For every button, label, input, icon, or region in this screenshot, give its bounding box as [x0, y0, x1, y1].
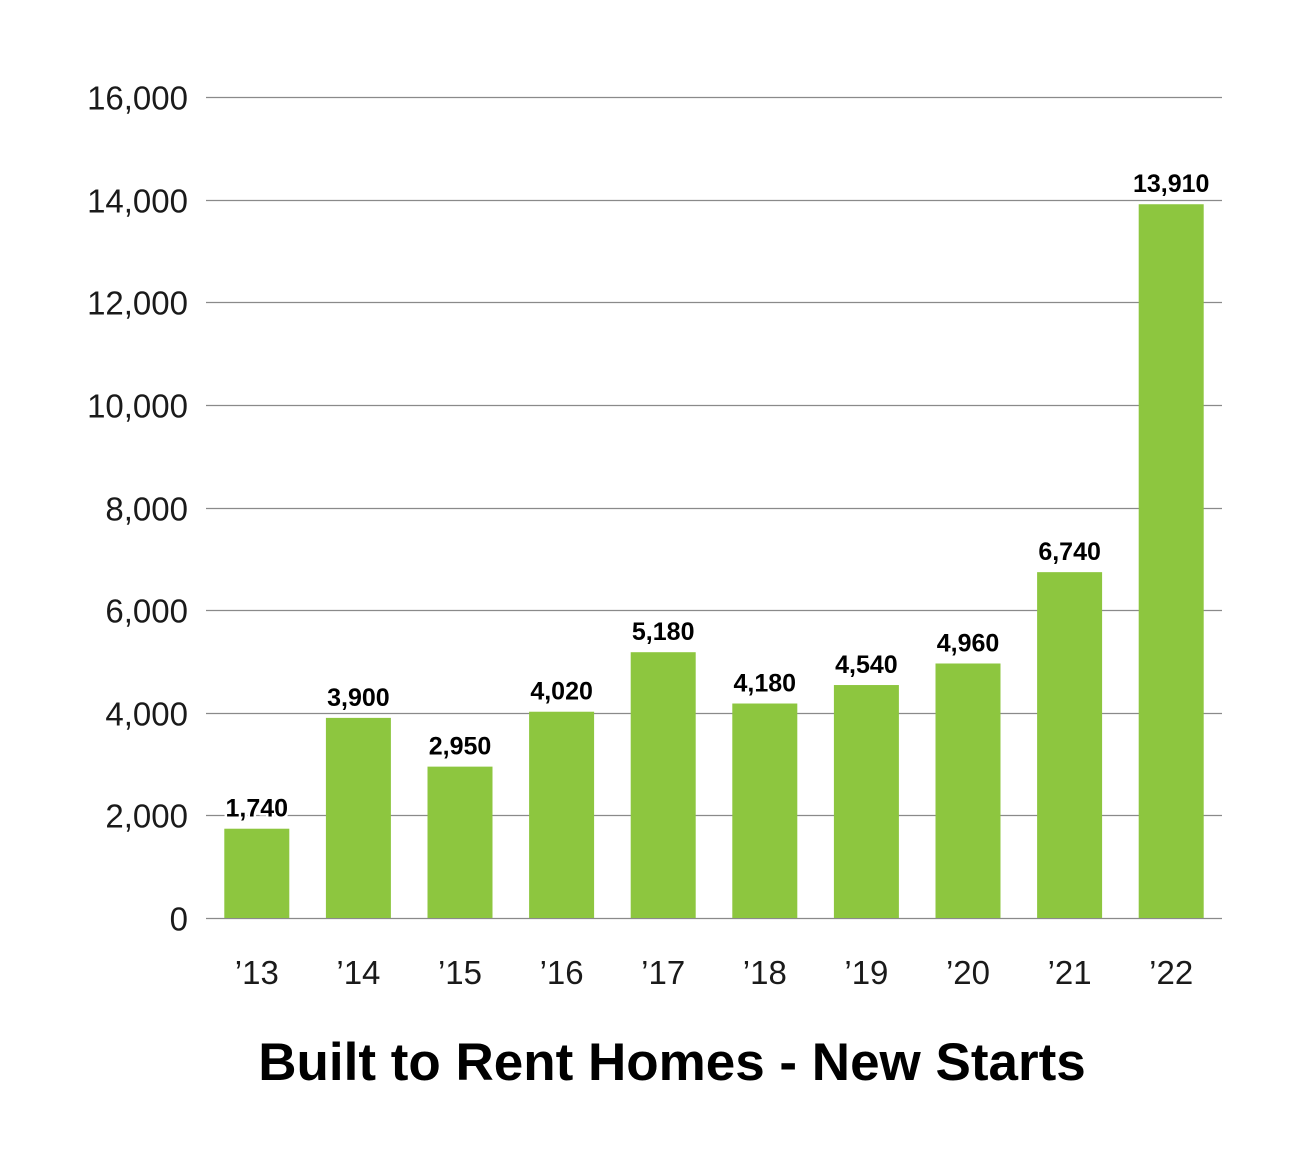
bar-value-label: 3,900 [327, 684, 390, 712]
bar-value-label: 5,180 [632, 618, 695, 646]
bar-value-label: 4,020 [530, 678, 593, 706]
y-tick-label: 6,000 [105, 593, 188, 630]
y-tick-label: 12,000 [87, 285, 188, 322]
y-tick-label: 16,000 [87, 80, 188, 117]
y-axis-ticks: 0 2,000 4,000 6,000 8,000 10,000 12,000 14,000 1… [87, 80, 188, 938]
bar [1037, 572, 1103, 918]
bar-value-label: 4,960 [937, 629, 1000, 657]
bar [529, 711, 595, 918]
x-tick-label: ’21 [1048, 954, 1092, 991]
bar-value-label: 4,180 [734, 670, 797, 698]
bar-value-label: 13,910 [1133, 170, 1209, 198]
bar [732, 703, 798, 918]
data-labels: 1,740 3,900 2,950 4,020 5,180 4,180 4,540 4,960… [223, 168, 1212, 825]
bar [1138, 204, 1204, 919]
bar [325, 717, 391, 918]
bar-value-label: 4,540 [835, 651, 898, 679]
x-tick-label: ’17 [641, 954, 685, 991]
bar-chart-plot: 0 2,000 4,000 6,000 8,000 10,000 12,000 14,000 1… [87, 80, 1222, 991]
x-axis-ticks: ’13 ’14 ’15 ’16 ’17 ’18 ’19 ’20 ’21 ’22 [235, 954, 1193, 991]
chart-title: Built to Rent Homes - New Starts [258, 1033, 1086, 1092]
y-tick-label: 4,000 [105, 696, 188, 733]
bars [224, 204, 1204, 919]
y-tick-label: 8,000 [105, 491, 188, 528]
y-tick-label: 10,000 [87, 388, 188, 425]
x-tick-label: ’22 [1149, 954, 1193, 991]
bar-value-label: 2,950 [429, 733, 492, 761]
bar-value-label: 1,740 [226, 795, 289, 823]
bar [833, 685, 899, 918]
x-tick-label: ’18 [743, 954, 787, 991]
y-tick-label: 0 [170, 901, 188, 938]
x-tick-label: ’20 [946, 954, 990, 991]
x-tick-label: ’14 [336, 954, 380, 991]
x-tick-label: ’19 [844, 954, 888, 991]
x-tick-label: ’15 [438, 954, 482, 991]
bar [224, 828, 290, 918]
bar-value-label: 6,740 [1038, 538, 1101, 566]
x-tick-label: ’13 [235, 954, 279, 991]
bar [935, 663, 1001, 918]
bar [427, 766, 493, 918]
x-tick-label: ’16 [540, 954, 584, 991]
y-tick-label: 14,000 [87, 183, 188, 220]
y-tick-label: 2,000 [105, 798, 188, 835]
bar [630, 652, 696, 918]
